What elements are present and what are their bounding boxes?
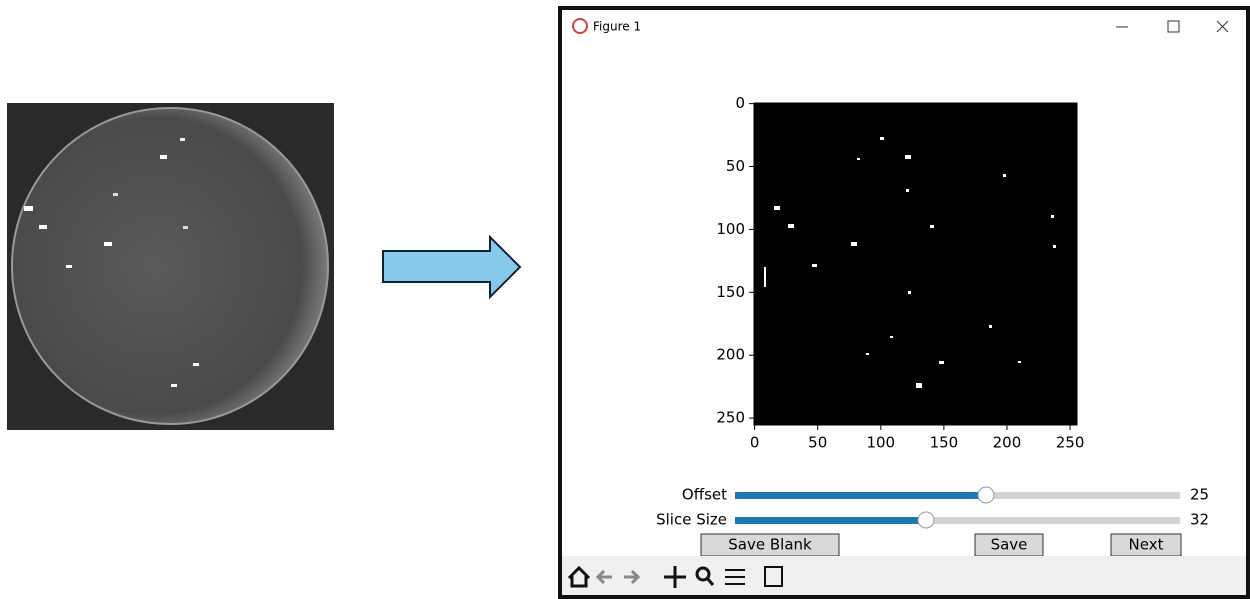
y-tick-label: 100 xyxy=(716,220,745,238)
button-label: Save xyxy=(991,536,1028,554)
app-icon xyxy=(573,19,587,33)
y-tick-label: 250 xyxy=(716,409,745,427)
toolbar xyxy=(562,556,1246,595)
slider-fill xyxy=(735,517,926,524)
plot: 0 50 100 150 200 250 0 50 100 150 200 250 xyxy=(716,94,1084,451)
source-image xyxy=(7,103,334,430)
window-title: Figure 1 xyxy=(593,20,641,34)
arrow xyxy=(383,237,520,297)
button-next[interactable]: Next xyxy=(1111,534,1181,556)
slider-label: Offset xyxy=(682,486,727,504)
slider-knob[interactable] xyxy=(978,487,994,503)
y-tick-label: 0 xyxy=(735,94,745,112)
y-tick-label: 200 xyxy=(716,346,745,364)
slider-knob[interactable] xyxy=(918,512,934,528)
y-tick-label: 50 xyxy=(726,157,745,175)
x-tick-label: 200 xyxy=(993,434,1022,452)
button-label: Next xyxy=(1129,536,1164,554)
button-save[interactable]: Save xyxy=(975,534,1043,556)
button-label: Save Blank xyxy=(728,536,812,554)
x-tick-label: 50 xyxy=(808,434,827,452)
plot-image xyxy=(754,103,1077,425)
x-tick-label: 250 xyxy=(1056,434,1085,452)
x-tick-label: 150 xyxy=(930,434,959,452)
x-tick-label: 100 xyxy=(866,434,895,452)
button-save-blank[interactable]: Save Blank xyxy=(701,534,839,556)
slider-fill xyxy=(735,492,986,499)
y-tick-label: 150 xyxy=(716,283,745,301)
slider-value: 25 xyxy=(1190,486,1209,504)
x-tick-label: 0 xyxy=(750,434,760,452)
screenshot: Figure 1 050100150200250050100150200250 … xyxy=(0,0,1250,599)
slider-value: 32 xyxy=(1190,511,1209,529)
slider-label: Slice Size xyxy=(656,511,727,529)
